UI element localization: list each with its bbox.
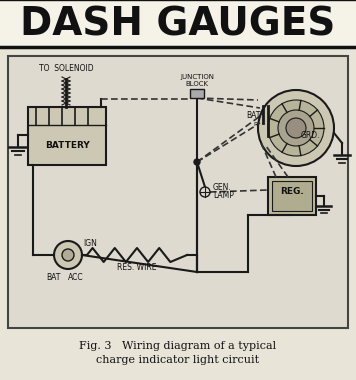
Bar xyxy=(28,107,106,165)
Circle shape xyxy=(268,100,324,156)
Text: REG.: REG. xyxy=(280,187,304,195)
Text: ACC: ACC xyxy=(68,272,84,282)
Circle shape xyxy=(278,110,314,146)
Circle shape xyxy=(62,249,74,261)
Circle shape xyxy=(286,118,306,138)
Text: charge indicator light circuit: charge indicator light circuit xyxy=(96,355,260,365)
Text: Fig. 3   Wiring diagram of a typical: Fig. 3 Wiring diagram of a typical xyxy=(79,341,277,351)
Text: TO  SOLENOID: TO SOLENOID xyxy=(39,64,93,73)
Circle shape xyxy=(194,159,200,165)
Bar xyxy=(272,181,312,211)
Bar xyxy=(0,0,356,47)
Text: BAT.: BAT. xyxy=(246,111,262,120)
Circle shape xyxy=(54,241,82,269)
Circle shape xyxy=(200,187,210,197)
Text: BLOCK: BLOCK xyxy=(185,81,209,87)
Circle shape xyxy=(258,90,334,166)
Text: BATTERY: BATTERY xyxy=(44,141,89,149)
Bar xyxy=(268,177,316,215)
Text: BAT: BAT xyxy=(46,272,60,282)
Text: IGN: IGN xyxy=(83,239,97,247)
Bar xyxy=(190,89,204,98)
Text: R: R xyxy=(254,122,258,127)
Text: JUNCTION: JUNCTION xyxy=(180,74,214,80)
Text: RES. WIRE: RES. WIRE xyxy=(117,263,157,272)
Text: GEN.: GEN. xyxy=(213,184,232,193)
Text: GRD.: GRD. xyxy=(301,131,320,141)
Bar xyxy=(8,56,348,328)
Text: DASH GAUGES: DASH GAUGES xyxy=(20,5,336,43)
Text: LAMP: LAMP xyxy=(213,190,234,200)
